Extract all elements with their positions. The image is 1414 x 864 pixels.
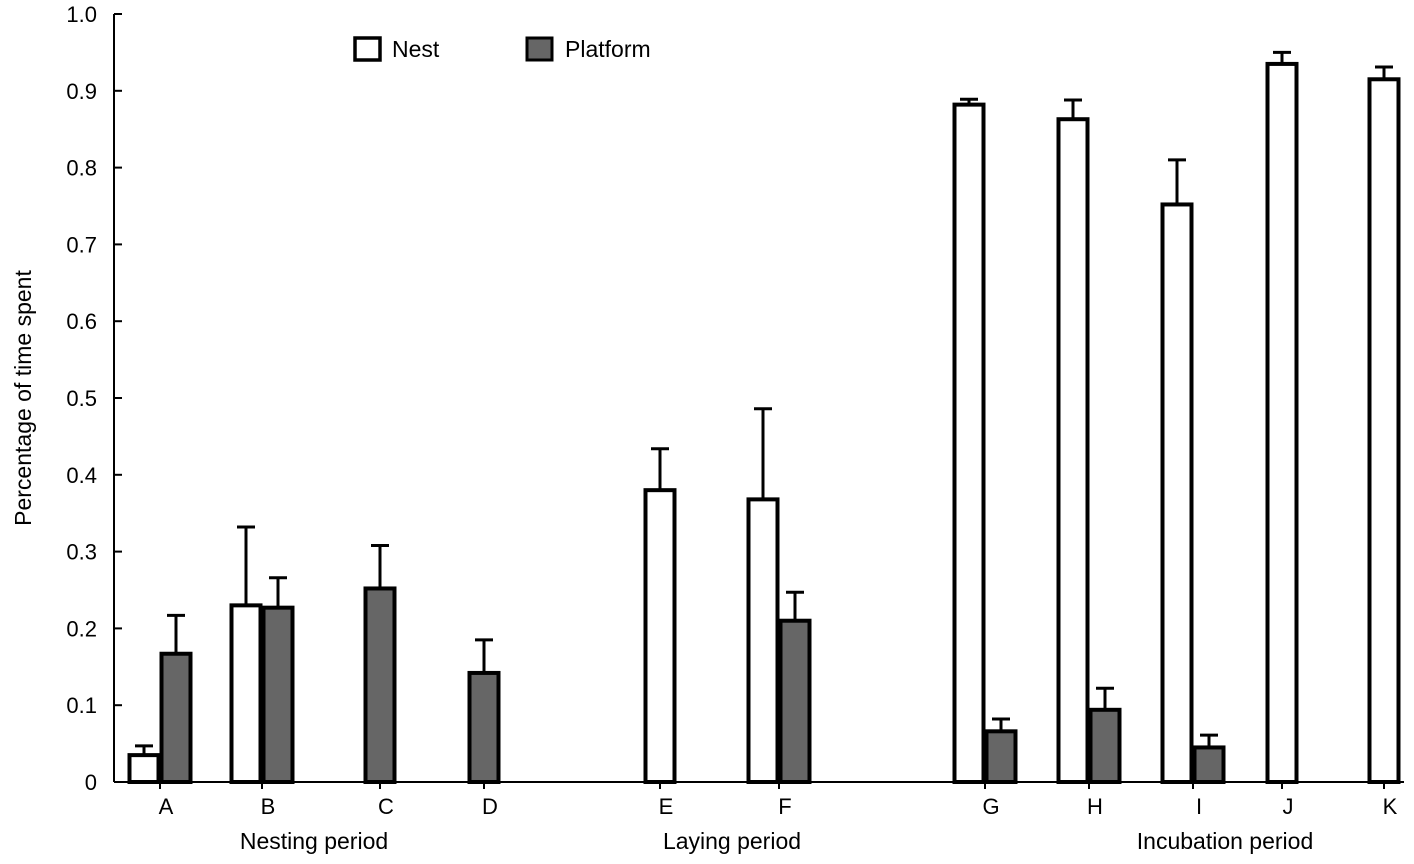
y-tick-label: 0.4: [66, 463, 97, 488]
y-tick-label: 0.2: [66, 616, 97, 641]
nest-bar: [643, 488, 677, 784]
legend: Nest Platform: [353, 36, 651, 62]
nest-bar: [952, 102, 986, 784]
platform-bar: [261, 605, 295, 784]
x-tick-label: K: [1383, 794, 1398, 819]
y-tick-label: 0.8: [66, 156, 97, 181]
x-tick-label: F: [778, 794, 791, 819]
y-tick-label: 1.0: [66, 2, 97, 27]
x-tick-label: I: [1196, 794, 1202, 819]
group-label: Incubation period: [1137, 828, 1313, 854]
legend-label-nest: Nest: [392, 36, 440, 62]
x-tick-label: B: [261, 794, 276, 819]
y-tick-label: 0: [85, 770, 97, 795]
platform-bar: [467, 670, 501, 784]
group-label: Nesting period: [240, 828, 388, 854]
x-tick-label: A: [159, 794, 174, 819]
bars: [127, 50, 1401, 785]
nest-bar: [127, 753, 161, 784]
nest-bar: [1265, 61, 1299, 785]
platform-bar: [778, 618, 812, 784]
x-tick-label: H: [1087, 794, 1103, 819]
platform-bar: [1192, 745, 1226, 785]
x-tick-label: J: [1283, 794, 1294, 819]
platform-bar: [363, 586, 397, 784]
platform-bar: [159, 651, 193, 785]
legend-swatch-nest: [353, 36, 382, 62]
y-axis: 0 0.1 0.2 0.3 0.4 0.5 0.6 0.7 0.8 0.9 1.0: [66, 2, 122, 795]
y-tick-label: 0.3: [66, 540, 97, 565]
legend-swatch-platform: [525, 36, 554, 62]
nest-bar: [1160, 202, 1194, 785]
y-tick-label: 0.6: [66, 309, 97, 334]
nest-bar: [746, 497, 780, 784]
y-tick-label: 0.5: [66, 386, 97, 411]
platform-bar: [984, 729, 1018, 785]
x-axis: A B C D E F G H I J K Nesting period Laying period In…: [114, 781, 1404, 854]
y-tick-label: 0.9: [66, 79, 97, 104]
x-tick-label: E: [659, 794, 674, 819]
group-label: Laying period: [663, 828, 801, 854]
nest-bar: [229, 603, 263, 784]
platform-bar: [1088, 707, 1122, 784]
x-tick-label: C: [378, 794, 394, 819]
y-tick-label: 0.7: [66, 232, 97, 257]
nest-bar: [1056, 117, 1090, 784]
x-tick-label: G: [982, 794, 999, 819]
y-axis-label: Percentage of time spent: [10, 270, 36, 526]
legend-label-platform: Platform: [565, 36, 651, 62]
nest-bar: [1367, 77, 1401, 784]
y-tick-label: 0.1: [66, 693, 97, 718]
x-tick-label: D: [482, 794, 498, 819]
